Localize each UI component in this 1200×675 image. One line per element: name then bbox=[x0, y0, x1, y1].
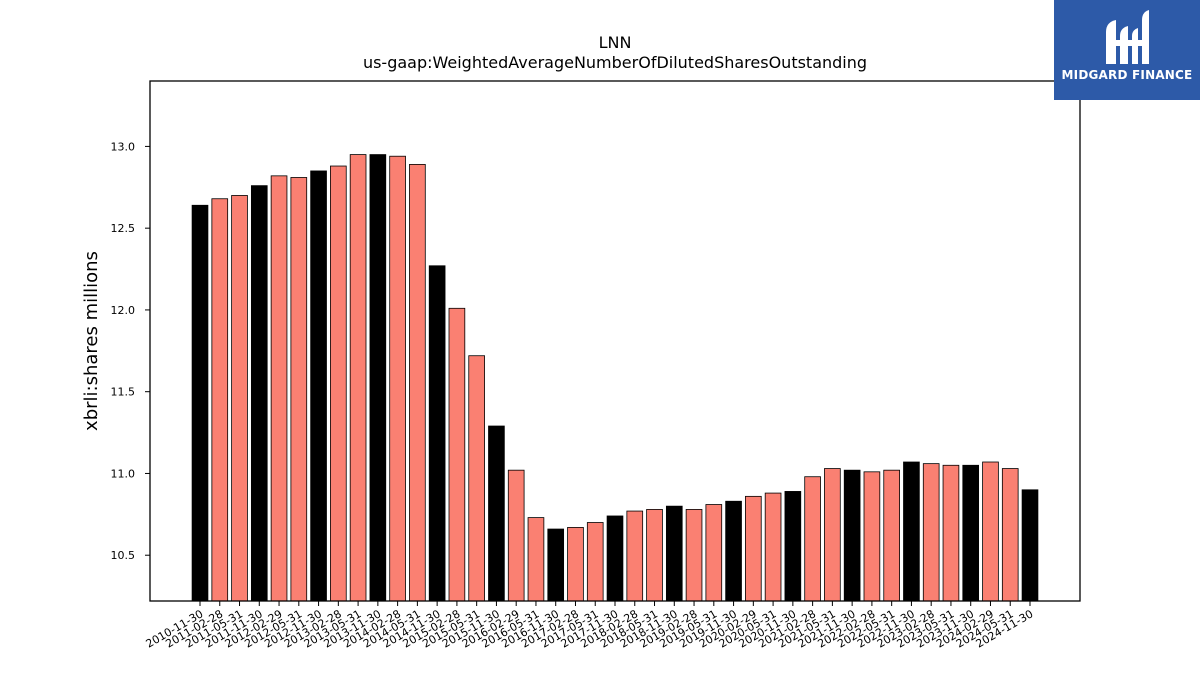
bar-2017-05-31 bbox=[586, 522, 604, 602]
y-axis: 10.5 11.0 11.5 12.0 12.5 13.0 bbox=[111, 140, 150, 562]
bar-2018-11-30 bbox=[665, 505, 683, 602]
bar-2014-11-30 bbox=[428, 265, 446, 602]
bar-2015-11-30 bbox=[488, 425, 505, 602]
bar-2018-05-31 bbox=[646, 509, 663, 602]
bar-2022-05-31 bbox=[883, 469, 900, 602]
midgard-logo: MIDGARD FINANCE bbox=[1054, 0, 1200, 100]
bar-2014-05-31 bbox=[409, 163, 426, 602]
bar-2020-05-31 bbox=[764, 492, 782, 602]
bar-2019-05-31 bbox=[705, 504, 723, 602]
chart-title: LNN bbox=[599, 33, 632, 52]
bars-group bbox=[191, 154, 1039, 602]
y-tick-label: 11.5 bbox=[111, 386, 136, 399]
logo-text: MIDGARD FINANCE bbox=[1061, 68, 1193, 82]
bar-2011-02-28 bbox=[211, 198, 229, 602]
bar-2010-11-30 bbox=[191, 204, 209, 602]
bar-2023-05-31 bbox=[942, 464, 960, 602]
bar-2011-11-30 bbox=[250, 185, 268, 602]
bar-2020-11-30 bbox=[784, 491, 802, 602]
bar-2019-11-30 bbox=[725, 500, 742, 602]
bar-2018-02-28 bbox=[626, 510, 644, 602]
bar-2019-02-28 bbox=[685, 509, 703, 602]
bar-2016-02-29 bbox=[507, 469, 525, 602]
bar-2017-11-30 bbox=[606, 515, 624, 602]
bar-2020-02-29 bbox=[745, 495, 762, 602]
x-axis: 2010-11-302011-02-282011-05-312011-11-30… bbox=[144, 601, 1036, 651]
bar-2015-02-28 bbox=[448, 307, 466, 602]
bar-2016-05-31 bbox=[527, 517, 545, 602]
y-tick-label: 12.0 bbox=[111, 304, 136, 317]
midgard-logo-icon bbox=[1106, 10, 1149, 64]
bar-2012-02-29 bbox=[270, 175, 288, 602]
bar-2024-05-31 bbox=[1001, 468, 1019, 602]
bar-2021-05-31 bbox=[824, 468, 841, 602]
bar-2013-11-30 bbox=[369, 154, 387, 602]
bar-2022-02-28 bbox=[863, 471, 881, 602]
plot-frame bbox=[149, 80, 1081, 602]
y-tick-label: 12.5 bbox=[111, 222, 136, 235]
bar-2022-11-30 bbox=[903, 461, 920, 602]
bar-2013-05-31 bbox=[349, 154, 367, 602]
bar-2012-05-31 bbox=[290, 177, 308, 602]
bar-2024-11-30 bbox=[1021, 489, 1039, 602]
y-tick-label: 11.0 bbox=[111, 467, 136, 480]
bar-2023-11-30 bbox=[962, 464, 980, 602]
bar-2012-11-30 bbox=[310, 170, 327, 602]
bar-2017-02-28 bbox=[567, 527, 584, 602]
bar-2021-11-30 bbox=[843, 469, 861, 602]
y-axis-label: xbrli:shares millions bbox=[81, 251, 102, 431]
chart-subtitle: us-gaap:WeightedAverageNumberOfDilutedSh… bbox=[363, 53, 867, 72]
y-tick-label: 13.0 bbox=[111, 140, 136, 153]
bar-2015-05-31 bbox=[468, 355, 485, 602]
bar-2023-02-28 bbox=[922, 463, 940, 602]
y-tick-label: 10.5 bbox=[111, 549, 136, 562]
bar-2014-02-28 bbox=[389, 155, 406, 602]
bar-2011-05-31 bbox=[231, 195, 248, 602]
bar-2016-11-30 bbox=[547, 528, 565, 602]
bar-2021-02-28 bbox=[804, 476, 821, 602]
bar-2024-02-29 bbox=[982, 461, 999, 602]
bar-2013-02-28 bbox=[330, 165, 347, 602]
